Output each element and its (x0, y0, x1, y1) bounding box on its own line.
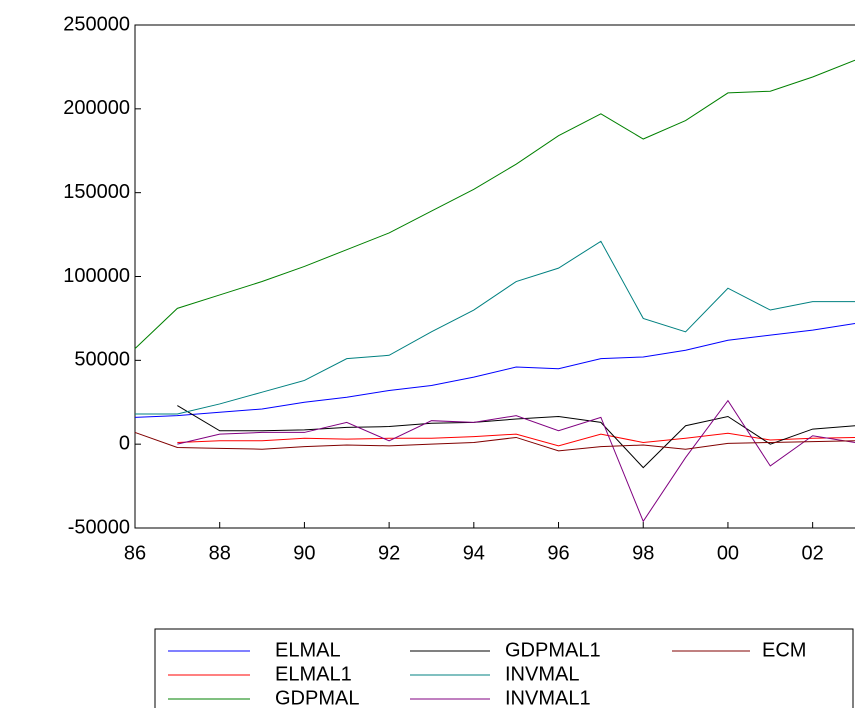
x-tick-label: 00 (717, 542, 739, 564)
series-line (134, 322, 855, 418)
x-tick-label: 98 (632, 542, 654, 564)
legend-label: ECM (762, 639, 806, 661)
series-line (177, 405, 855, 469)
legend-label: GDPMAL (275, 687, 359, 708)
x-tick-label: 88 (209, 542, 231, 564)
x-tick-label: 92 (378, 542, 400, 564)
y-tick-label: 0 (119, 432, 130, 454)
series-line (177, 399, 855, 523)
x-tick-label: 86 (124, 542, 146, 564)
legend-box (154, 628, 854, 708)
y-tick-label: -50000 (68, 516, 130, 538)
legend-label: ELMAL1 (275, 663, 352, 685)
x-tick-label: 90 (293, 542, 315, 564)
legend-label: INVMAL1 (505, 687, 591, 708)
y-tick-label: 100000 (63, 265, 130, 287)
y-tick-label: 150000 (63, 181, 130, 203)
legend-label: ELMAL (275, 639, 341, 661)
x-tick-label: 02 (802, 542, 824, 564)
series-line (134, 59, 855, 349)
series-line (135, 240, 855, 415)
legend-label: GDPMAL1 (505, 639, 601, 661)
y-tick-label: 50000 (74, 349, 130, 371)
x-tick-label: 96 (547, 542, 569, 564)
x-tick-label: 94 (463, 542, 485, 564)
legend-label: INVMAL (505, 663, 579, 685)
y-tick-label: 200000 (63, 97, 130, 119)
plot-frame (134, 24, 855, 529)
series-line (177, 432, 855, 447)
series-line (134, 431, 855, 452)
y-tick-label: 250000 (63, 13, 130, 35)
